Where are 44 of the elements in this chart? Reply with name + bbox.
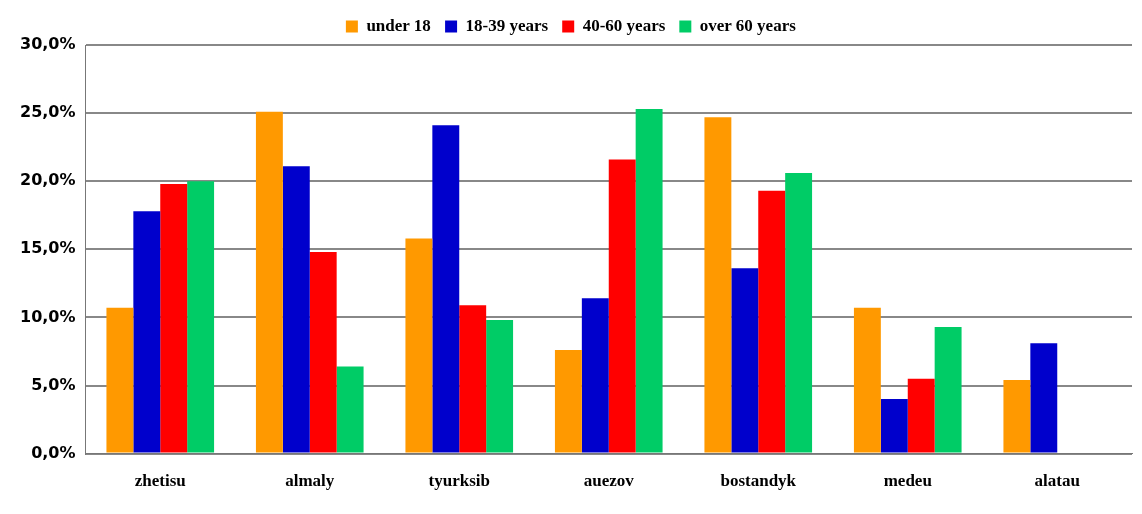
bar <box>459 305 487 453</box>
y-tick-label: 10,0% <box>19 306 76 326</box>
bar <box>282 166 310 453</box>
bar <box>1030 343 1058 453</box>
y-tick-label: 15,0% <box>19 238 76 258</box>
bar <box>635 109 663 453</box>
bar <box>785 173 813 453</box>
bar <box>704 117 732 453</box>
bar <box>731 268 759 453</box>
bar <box>581 298 609 453</box>
x-tick-label: alatau <box>1034 471 1080 491</box>
y-tick-label: 20,0% <box>19 170 76 190</box>
bar <box>608 159 636 453</box>
bar <box>907 378 935 453</box>
bar <box>1003 380 1031 453</box>
bar <box>160 183 188 453</box>
bar <box>853 307 881 453</box>
y-tick-label: 30,0% <box>19 34 76 54</box>
y-tick-label: 5,0% <box>31 374 76 394</box>
x-tick-label: zhetisu <box>134 471 186 491</box>
bar <box>255 111 283 453</box>
x-tick-label: medeu <box>883 471 932 491</box>
y-tick-label: 25,0% <box>19 102 76 122</box>
legend-label: 18-39 years <box>465 15 549 35</box>
x-tick-label: tyurksib <box>428 471 490 491</box>
bar <box>486 320 514 453</box>
bar <box>133 211 161 453</box>
legend-label: 40-60 years <box>582 15 666 35</box>
legend-label: over 60 years <box>699 15 797 35</box>
bar <box>432 125 460 453</box>
bar <box>758 190 786 453</box>
x-tick-label: almaly <box>285 471 335 491</box>
bar <box>934 326 962 453</box>
bar <box>309 252 337 453</box>
bar <box>880 399 908 453</box>
legend-label: under 18 <box>366 15 431 35</box>
bar <box>106 307 134 453</box>
y-tick-label: 0,0% <box>31 442 76 462</box>
x-tick-label: auezov <box>583 471 635 491</box>
bar <box>405 238 433 453</box>
bar <box>554 350 582 453</box>
x-tick-label: bostandyk <box>720 471 797 491</box>
bar <box>187 181 215 453</box>
bar <box>336 366 364 453</box>
